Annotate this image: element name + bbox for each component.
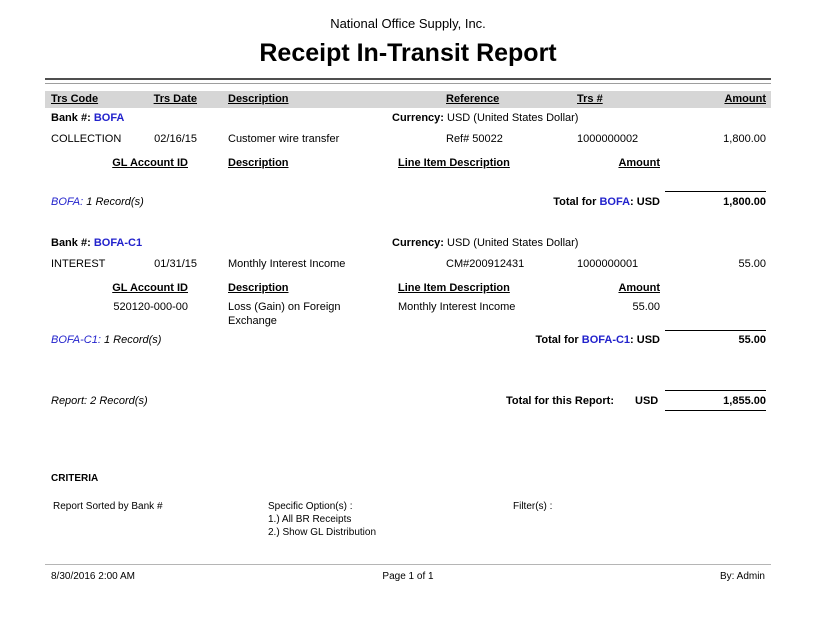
bank-number: Bank #: BOFA bbox=[51, 112, 124, 125]
criteria-options-label: Specific Option(s) : bbox=[268, 501, 353, 512]
gl-column-account: GL Account ID bbox=[112, 282, 188, 294]
reference-value: Ref# 50022 bbox=[446, 133, 503, 145]
amount-value: 1,800.00 bbox=[723, 133, 766, 145]
report-title: Receipt In-Transit Report bbox=[259, 39, 557, 67]
currency-value: USD (United States Dollar) bbox=[447, 237, 579, 249]
criteria-sorted-by: Report Sorted by Bank # bbox=[53, 501, 163, 512]
bank-record-count-text: 1 Record(s) bbox=[86, 196, 144, 208]
amount-value: 55.00 bbox=[738, 258, 766, 270]
gl-column-description: Description bbox=[228, 282, 289, 294]
bank-label: Bank #: bbox=[51, 237, 91, 249]
gl-description-value: Loss (Gain) on Foreign Exchange bbox=[228, 301, 341, 327]
bank-code: BOFA-C1 bbox=[93, 237, 143, 249]
reference-value: CM#200912431 bbox=[446, 258, 525, 270]
bank-record-count-code: BOFA-C1: bbox=[51, 334, 101, 346]
report-total-amount: 1,855.00 bbox=[665, 390, 766, 411]
criteria-filters-label: Filter(s) : bbox=[513, 501, 553, 512]
currency-label: Currency: bbox=[392, 112, 444, 124]
column-header-trs-number: Trs # bbox=[577, 93, 603, 105]
report-record-count-text: 2 Record(s) bbox=[90, 395, 148, 407]
bank-total-amount: 55.00 bbox=[665, 330, 766, 346]
bank-total-prefix: Total for bbox=[553, 196, 597, 208]
description-value: Customer wire transfer bbox=[228, 133, 340, 145]
currency-label: Currency: bbox=[392, 237, 444, 249]
bank-record-count-text: 1 Record(s) bbox=[103, 334, 162, 346]
bank-record-count: BOFA: 1 Record(s) bbox=[51, 196, 144, 209]
description-value: Monthly Interest Income bbox=[228, 258, 346, 270]
bank-total-suffix: : USD bbox=[630, 334, 660, 346]
bank-total-code: BOFA bbox=[599, 196, 631, 208]
gl-line-item-value: Monthly Interest Income bbox=[398, 301, 516, 313]
bank-total-amount: 1,800.00 bbox=[665, 191, 766, 208]
column-header-trs-date: Trs Date bbox=[153, 93, 197, 105]
currency-line: Currency: USD (United States Dollar) bbox=[392, 237, 578, 250]
currency-line: Currency: USD (United States Dollar) bbox=[392, 112, 578, 125]
column-header-reference: Reference bbox=[446, 93, 500, 105]
bank-record-count: BOFA-C1: 1 Record(s) bbox=[51, 334, 161, 347]
currency-value: USD (United States Dollar) bbox=[447, 112, 579, 124]
column-header-amount: Amount bbox=[724, 93, 766, 105]
gl-column-line-item: Line Item Description bbox=[398, 157, 510, 169]
bank-total-code: BOFA-C1 bbox=[581, 334, 631, 346]
gl-column-line-item: Line Item Description bbox=[398, 282, 510, 294]
gl-column-description: Description bbox=[228, 157, 289, 169]
gl-column-account: GL Account ID bbox=[112, 157, 188, 169]
trs-code-value: INTEREST bbox=[51, 258, 106, 270]
criteria-options: Specific Option(s) : 1.) All BR Receipts… bbox=[268, 500, 376, 539]
gl-column-amount: Amount bbox=[618, 282, 660, 294]
gl-account-value: 520120-000-00 bbox=[113, 301, 188, 313]
report-total-currency: USD bbox=[635, 395, 659, 407]
trs-date-value: 01/31/15 bbox=[154, 258, 197, 270]
bank-label: Bank #: bbox=[51, 112, 91, 124]
report-record-count: Report: 2 Record(s) bbox=[51, 395, 148, 408]
trs-code-value: COLLECTION bbox=[51, 133, 122, 145]
bank-total-suffix: : USD bbox=[630, 196, 660, 208]
trs-date-value: 02/16/15 bbox=[154, 133, 197, 145]
footer-datetime: 8/30/2016 2:00 AM bbox=[51, 571, 135, 582]
table-header-row: Trs Code Trs Date Description Reference … bbox=[45, 91, 771, 108]
trs-number-value: 1000000001 bbox=[577, 258, 639, 270]
gl-amount-value: 55.00 bbox=[632, 301, 660, 313]
title-divider-thin bbox=[45, 83, 771, 84]
bank-total-label: Total for BOFA-C1: USD bbox=[460, 334, 660, 347]
bank-number: Bank #: BOFA-C1 bbox=[51, 237, 142, 250]
criteria-option: 1.) All BR Receipts bbox=[268, 514, 352, 525]
gl-column-amount: Amount bbox=[618, 157, 660, 169]
column-header-trs-code: Trs Code bbox=[51, 93, 99, 105]
bank-total-prefix: Total for bbox=[535, 334, 579, 346]
footer-author: By: Admin bbox=[719, 571, 765, 582]
column-header-description: Description bbox=[228, 93, 289, 105]
bank-total-label: Total for BOFA: USD bbox=[460, 196, 660, 209]
footer-page-number: Page 1 of 1 bbox=[382, 571, 434, 582]
trs-number-value: 1000000002 bbox=[577, 133, 639, 145]
bank-record-count-code: BOFA: bbox=[51, 196, 84, 208]
company-name: National Office Supply, Inc. bbox=[330, 16, 486, 31]
report-record-count-label: Report: bbox=[51, 395, 88, 407]
criteria-option: 2.) Show GL Distribution bbox=[268, 527, 377, 538]
bank-code: BOFA bbox=[93, 112, 125, 124]
footer-divider bbox=[45, 564, 771, 565]
title-divider-thick bbox=[45, 78, 771, 80]
report-total-label: Total for this Report: bbox=[506, 395, 614, 407]
criteria-heading: CRITERIA bbox=[51, 473, 99, 484]
